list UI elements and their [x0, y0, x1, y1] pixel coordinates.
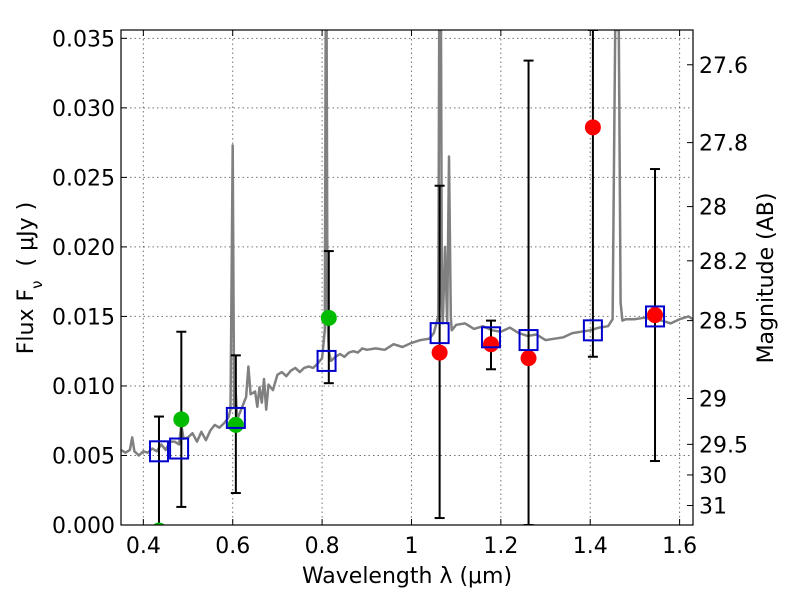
data-point [483, 336, 500, 353]
model-square [316, 349, 337, 372]
x-tick-label: 1.6 [662, 534, 697, 559]
y-axis: 0.000 0.005 0.010 0.015 0.020 0.025 0.030 0.035 [52, 27, 127, 539]
data-point [227, 416, 244, 433]
data-point [431, 344, 448, 361]
x-axis: 0.4 0.6 0.8 1 1.2 1.4 1.6 [126, 30, 697, 559]
x-axis-label: Wavelength λ (μm) [302, 564, 512, 589]
y2-tick-label: 29 [699, 387, 727, 412]
model-square [169, 437, 190, 460]
data-point [153, 522, 165, 525]
data-point [320, 309, 337, 326]
model-square [645, 305, 666, 328]
data-point [520, 350, 537, 367]
y-axis-label: Flux Fν ( μJy ) [14, 202, 46, 354]
plot-area [121, 30, 693, 525]
y-tick-label: 0.000 [52, 514, 115, 539]
x-tick-label: 1.2 [483, 534, 518, 559]
y2-tick-label: 28 [699, 196, 727, 221]
model-square [518, 329, 539, 352]
y2-tick-label: 30 [699, 464, 727, 489]
model-square [429, 322, 450, 345]
x-tick-label: 1 [404, 534, 418, 559]
y2-tick-label: 27.8 [699, 132, 748, 157]
y2-tick-label: 31 [699, 495, 727, 520]
y2-axis-label: Magnitude (AB) [754, 193, 779, 364]
y2-tick-label: 28.5 [699, 310, 748, 335]
y-tick-label: 0.025 [52, 166, 115, 191]
y-axis-label-main: Flux F [14, 289, 39, 354]
y2-tick-label: 29.5 [699, 433, 748, 458]
y-tick-label: 0.020 [52, 236, 115, 261]
y2-axis: 27.6 27.8 28 28.2 28.5 29 29.5 30 31 [687, 54, 748, 520]
y2-tick-label: 27.6 [699, 54, 748, 79]
data-point [173, 411, 190, 428]
y-tick-label: 0.030 [52, 97, 115, 122]
y-tick-label: 0.015 [52, 305, 115, 330]
y-axis-label-sub: ν [28, 280, 46, 288]
x-tick-label: 0.6 [215, 534, 250, 559]
model-square [582, 319, 603, 342]
grid [121, 30, 693, 526]
y-axis-label-unit: ( μJy ) [14, 202, 39, 281]
data-point [584, 119, 601, 136]
x-tick-label: 0.8 [305, 534, 340, 559]
y2-tick-label: 28.2 [699, 250, 748, 275]
y-tick-label: 0.010 [52, 375, 115, 400]
spectrum-line [121, 30, 693, 457]
model-square [481, 326, 502, 349]
y-tick-label: 0.035 [52, 27, 115, 52]
data-point [647, 307, 664, 324]
y-tick-label: 0.005 [52, 444, 115, 469]
x-tick-label: 0.4 [126, 534, 161, 559]
model-square [148, 440, 169, 463]
x-tick-label: 1.4 [573, 534, 608, 559]
plot-frame [120, 29, 694, 526]
model-square [225, 406, 246, 429]
